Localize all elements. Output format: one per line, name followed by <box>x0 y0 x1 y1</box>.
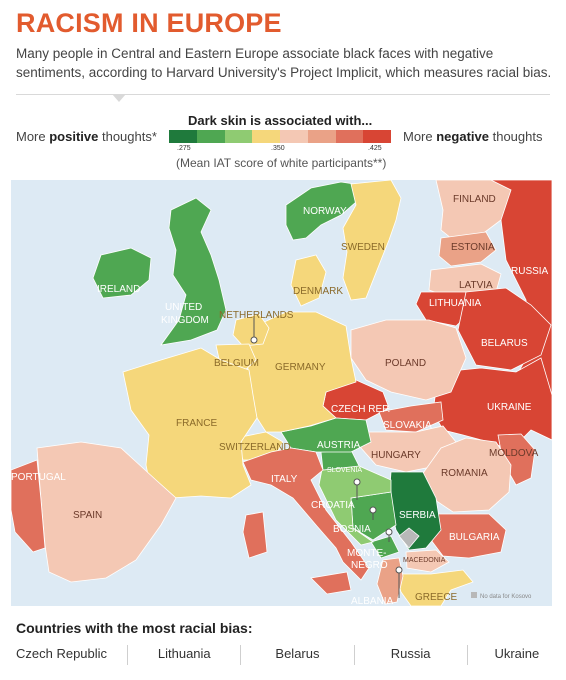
bias-country-4: Russia <box>353 645 467 665</box>
label-romania: ROMANIA <box>441 468 488 479</box>
country-poland <box>350 319 467 401</box>
legend-color-scale <box>169 130 391 143</box>
legend-positive-label: More positive thoughts* <box>16 129 157 144</box>
country-ireland <box>92 247 152 299</box>
label-belgium: BELGIUM <box>214 358 259 369</box>
label-netherlands: NETHERLANDS <box>219 310 294 321</box>
label-slovenia: SLOVENIA <box>327 467 362 474</box>
label-poland: POLAND <box>385 358 426 369</box>
country-macedonia <box>405 549 450 573</box>
label-austria: AUSTRIA <box>317 440 361 451</box>
legend-title: Dark skin is associated with... <box>188 113 373 128</box>
label-lithuania: LITHUANIA <box>429 298 482 309</box>
legend-swatch <box>335 130 364 143</box>
label-portugal: PORTUGAL <box>11 472 66 483</box>
country-france <box>122 347 258 499</box>
netherlands-dot <box>250 336 258 344</box>
no-data-label: No data for Kosovo <box>480 594 532 600</box>
bias-country-2: Lithuania <box>127 645 240 665</box>
label-greece: GREECE <box>415 592 458 603</box>
bias-country-5: Ukraine <box>466 645 566 665</box>
legend-swatch <box>224 130 253 143</box>
label-albania: ALBANIA <box>351 596 394 606</box>
label-switzerland: SWITZERLAND <box>219 442 291 453</box>
most-bias-title: Countries with the most racial bias: <box>16 620 253 636</box>
country-italy-sardinia <box>242 511 268 559</box>
header-divider <box>16 94 550 95</box>
label-hungary: HUNGARY <box>371 450 421 461</box>
europe-map: FINLAND NORWAY SWEDEN ESTONIA RUSSIA LAT… <box>11 180 552 606</box>
label-montenegro-line2: NEGRO <box>351 560 388 571</box>
legend-swatch <box>196 130 225 143</box>
page-subtitle: Many people in Central and Eastern Europ… <box>16 46 552 80</box>
label-montenegro-line1: MONTE- <box>347 548 386 559</box>
label-macedonia: MACEDONIA <box>403 557 446 564</box>
label-slovakia: SLOVAKIA <box>383 420 432 431</box>
country-portugal <box>11 459 46 553</box>
country-belarus <box>457 287 552 371</box>
label-uk-line2: KINGDOM <box>161 315 209 326</box>
label-estonia: ESTONIA <box>451 242 495 253</box>
page-title: RACISM IN EUROPE <box>16 8 282 38</box>
label-ireland: IRELAND <box>97 284 140 295</box>
legend-note: (Mean IAT score of white participants**) <box>176 156 387 170</box>
label-moldova: MOLDOVA <box>489 448 539 459</box>
label-norway: NORWAY <box>303 206 347 217</box>
country-italy <box>242 447 370 581</box>
label-france: FRANCE <box>176 418 217 429</box>
country-italy-sicily <box>310 571 352 595</box>
country-denmark <box>290 254 327 307</box>
bosnia-dot <box>369 506 377 514</box>
country-greece <box>395 569 474 606</box>
no-data-swatch <box>471 592 477 598</box>
country-montenegro <box>370 535 400 559</box>
country-sweden <box>342 180 402 301</box>
label-germany: GERMANY <box>275 362 326 373</box>
bias-country-1: Czech Republic <box>16 646 108 661</box>
label-belarus: BELARUS <box>481 338 528 349</box>
country-estonia <box>438 231 497 267</box>
legend-swatch <box>280 130 308 143</box>
label-sweden: SWEDEN <box>341 242 385 253</box>
legend-tick: .425 <box>368 145 382 152</box>
label-latvia: LATVIA <box>459 280 493 291</box>
label-finland: FINLAND <box>453 194 496 205</box>
most-bias-list: Czech Republic Lithuania Belarus Russia … <box>0 645 566 665</box>
legend-swatch <box>252 130 280 143</box>
country-kosovo <box>398 527 420 549</box>
country-uk <box>160 197 227 346</box>
country-croatia <box>318 463 392 546</box>
label-czech: CZECH REP. <box>331 404 390 415</box>
label-serbia: SERBIA <box>399 510 436 521</box>
albania-dot <box>395 566 403 574</box>
montenegro-dot <box>385 528 393 536</box>
label-italy: ITALY <box>271 474 298 485</box>
label-spain: SPAIN <box>73 510 102 521</box>
legend-negative-label: More negative thoughts <box>403 129 543 144</box>
legend-swatch <box>363 130 391 143</box>
croatia-dot <box>353 478 361 486</box>
label-russia: RUSSIA <box>511 266 549 277</box>
label-bosnia: BOSNIA <box>333 524 371 535</box>
country-netherlands <box>232 313 270 347</box>
legend-swatch <box>169 130 197 143</box>
divider-pointer <box>112 94 126 102</box>
label-ukraine: UKRAINE <box>487 402 532 413</box>
legend-tick: .350 <box>271 145 285 152</box>
label-denmark: DENMARK <box>293 286 343 297</box>
label-bulgaria: BULGARIA <box>449 532 500 543</box>
legend-tick: .275 <box>177 145 191 152</box>
label-croatia: CROATIA <box>311 500 355 511</box>
country-bulgaria <box>430 513 507 559</box>
label-uk-line1: UNITED <box>165 302 202 313</box>
country-norway <box>285 181 362 241</box>
country-slovakia <box>378 401 444 433</box>
bias-country-3: Belarus <box>240 645 353 665</box>
legend-swatch <box>307 130 336 143</box>
